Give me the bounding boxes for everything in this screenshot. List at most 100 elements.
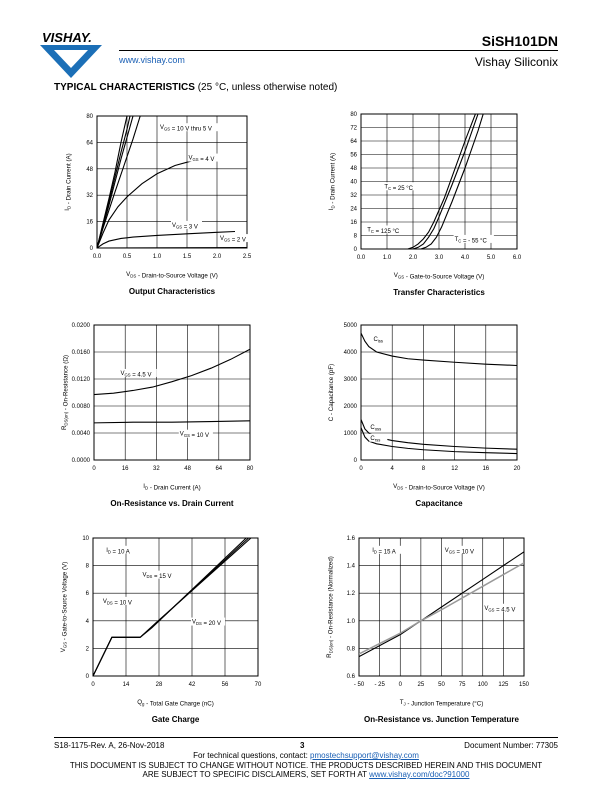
y-tick-label: 40 [350, 180, 357, 186]
y-tick-label: 0.0000 [72, 458, 91, 464]
annotation-bg [371, 545, 402, 554]
footer-questions: For technical questions, contact: pmoste… [0, 751, 612, 760]
plot-frame [92, 537, 259, 677]
series-line-6 [97, 230, 236, 248]
x-tick-label: 0.0 [357, 255, 366, 261]
series-label-7: VGS = 2 V [220, 236, 246, 244]
series-label-bg [187, 153, 219, 162]
vishay-logo: VISHAY. [40, 30, 102, 78]
chart-6: - 50 - 25 0 25 50 75 100 125 150 0.6 0.8 1.0 1.2 1.4 1… [326, 536, 530, 724]
y-tick-label: 0 [354, 247, 358, 253]
series-line-1 [93, 538, 247, 676]
y-tick-label: 1.2 [347, 591, 356, 597]
series-label-2: Coss [370, 425, 381, 432]
chart-annotation: ID = 15 A [372, 548, 396, 556]
y-tick-label: 3000 [344, 377, 358, 383]
x-tick-label: 100 [478, 682, 489, 688]
x-tick-label: 28 [156, 682, 163, 688]
y-tick-label: 48 [86, 167, 93, 173]
x-tick-label: 0 [92, 466, 96, 472]
series-label-bg [369, 422, 388, 431]
x-tick-label: 12 [451, 466, 458, 472]
series-line-2 [359, 562, 524, 655]
x-axis-label: Qg - Total Gate Charge (nC) [137, 699, 214, 708]
x-tick-label: 64 [215, 466, 222, 472]
x-axis-label: TJ - Junction Temperature (°C) [400, 699, 484, 708]
series-label-bg [453, 234, 494, 243]
y-tick-label: 0 [354, 458, 358, 464]
x-tick-label: 32 [153, 466, 160, 472]
y-tick-label: 0.0040 [72, 431, 91, 437]
series-line-3 [361, 427, 517, 455]
series-label-bg [219, 234, 250, 243]
y-tick-label: 4 [86, 619, 90, 625]
company-name: Vishay Siliconix [474, 55, 558, 69]
y-axis-label: ID - Drain Current (A) [64, 153, 73, 210]
series-line-5 [97, 156, 206, 248]
series-line-4 [97, 116, 141, 248]
x-axis-label: VGS - Gate-to-Source Voltage (V) [394, 272, 485, 281]
x-tick-label: 14 [123, 682, 130, 688]
series-line-3 [97, 116, 134, 248]
series-label-bg [178, 429, 213, 438]
header-rule [119, 50, 558, 51]
series-line-3 [420, 114, 484, 249]
chart-title: Gate Charge [152, 715, 200, 724]
y-tick-label: 80 [350, 112, 357, 118]
y-tick-label: 4000 [344, 350, 358, 356]
series-label-bg [171, 220, 202, 229]
footer-page-number: 3 [300, 741, 305, 750]
chart-title: On-Resistance vs. Junction Temperature [364, 715, 520, 724]
series-label-3: VDS = 20 V [192, 620, 221, 628]
y-tick-label: 2 [86, 646, 90, 652]
y-tick-label: 56 [350, 153, 357, 159]
chart-title: Output Characteristics [129, 287, 216, 296]
y-tick-label: 5000 [344, 323, 358, 329]
series-label-5: VGS = 4 V [189, 156, 215, 164]
series-line-7 [97, 246, 247, 248]
x-tick-label: 50 [438, 682, 445, 688]
x-tick-label: 48 [184, 466, 191, 472]
footer-doc-number: Document Number: 77305 [464, 741, 558, 750]
x-tick-label: 1.5 [183, 254, 192, 260]
series-label-bg [483, 603, 521, 612]
y-tick-label: 0 [86, 674, 90, 680]
x-tick-label: 5.0 [487, 255, 496, 261]
x-tick-label: 2.0 [409, 255, 418, 261]
y-tick-label: 24 [350, 207, 357, 213]
footer-email-link[interactable]: pmostechsupport@vishay.com [310, 751, 419, 760]
footer-disclaimer-1: THIS DOCUMENT IS SUBJECT TO CHANGE WITHO… [69, 761, 543, 770]
x-tick-label: 1.0 [153, 254, 162, 260]
series-label-bg [159, 123, 221, 132]
series-label-bg [372, 335, 391, 344]
series-line-2 [97, 116, 131, 248]
series-line-3 [93, 538, 252, 676]
series-line-1 [412, 114, 479, 249]
series-label-bg [366, 225, 404, 234]
x-tick-label: 0 [359, 466, 363, 472]
x-tick-label: - 50 [354, 682, 365, 688]
series-line-2 [94, 420, 250, 424]
x-axis-label: VDS - Drain-to-Source Voltage (V) [393, 483, 485, 492]
y-tick-label: 16 [86, 220, 93, 226]
footer-disclaimer-prefix: ARE SUBJECT TO SPECIFIC DISCLAIMERS, SET… [142, 770, 370, 779]
y-tick-label: 1000 [344, 431, 358, 437]
plot-frame [360, 324, 518, 461]
x-tick-label: 42 [189, 682, 196, 688]
series-label-bg [191, 617, 226, 626]
header-url-link[interactable]: www.vishay.com [119, 55, 185, 65]
series-label-2: VGS = 10 V [180, 432, 209, 440]
y-tick-label: 32 [86, 193, 93, 199]
y-tick-label: 8 [86, 564, 90, 570]
series-label-bg [383, 182, 418, 191]
x-tick-label: 0.5 [123, 254, 132, 260]
series-label-1: VGS = 10 V [445, 548, 474, 556]
series-label-1: VGS = 10 V thru 5 V [160, 125, 212, 133]
footer-revision: S18-1175-Rev. A, 26-Nov-2018 [54, 741, 165, 750]
y-tick-label: 80 [86, 114, 93, 120]
footer-disclaimer-link[interactable]: www.vishay.com/doc?91000 [369, 770, 470, 779]
plot-frame [93, 324, 251, 461]
y-tick-label: 0.0080 [72, 404, 91, 410]
x-tick-label: 4.0 [461, 255, 470, 261]
y-axis-label: RDS(on) - On-Resistance (Normalized) [326, 556, 335, 658]
